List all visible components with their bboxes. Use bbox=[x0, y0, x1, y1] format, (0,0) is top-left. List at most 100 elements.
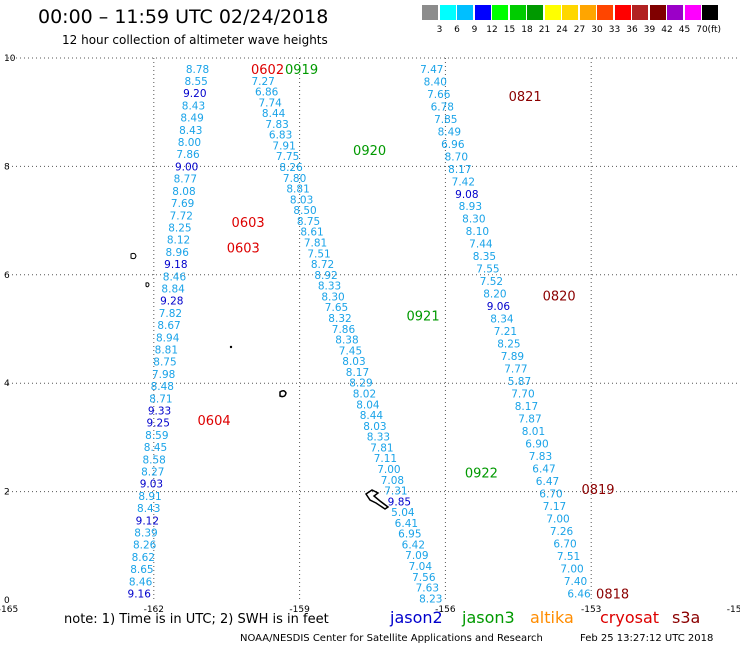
wave-height-value: 8.43 bbox=[137, 503, 160, 515]
wave-height-value: 9.25 bbox=[147, 418, 170, 430]
chart-title: 00:00 – 11:59 UTC 02/24/2018 bbox=[38, 6, 329, 28]
pass-time-label: 0821 bbox=[509, 90, 542, 105]
wave-height-value: 7.51 bbox=[307, 248, 330, 260]
wave-height-value: 8.48 bbox=[151, 381, 174, 393]
wave-height-value: 6.86 bbox=[255, 87, 279, 99]
wave-height-value: 8.32 bbox=[328, 313, 351, 325]
wave-height-value: 6.90 bbox=[525, 439, 548, 451]
wave-height-value: 8.96 bbox=[166, 247, 190, 259]
wave-height-value: 8.91 bbox=[138, 491, 161, 503]
wave-height-value: 7.66 bbox=[427, 89, 451, 101]
generation-timestamp: Feb 25 13:27:12 UTC 2018 bbox=[580, 633, 714, 644]
wave-height-value: 8.49 bbox=[438, 126, 461, 138]
legend-swatch bbox=[474, 5, 491, 20]
wave-height-value: 8.94 bbox=[156, 332, 180, 344]
wave-height-value: 7.87 bbox=[518, 414, 541, 426]
wave-height-values: 8.788.559.208.438.498.438.007.869.008.77… bbox=[128, 64, 592, 606]
pass-time-label: 0602 bbox=[251, 63, 284, 78]
legend-swatch bbox=[597, 5, 613, 20]
wave-height-value: 9.12 bbox=[136, 515, 159, 527]
wave-height-value: 8.33 bbox=[318, 281, 341, 293]
wave-height-value: 7.83 bbox=[529, 451, 552, 463]
wave-height-value: 7.80 bbox=[283, 173, 306, 185]
legend-swatch bbox=[527, 5, 543, 20]
wave-height-value: 7.40 bbox=[564, 576, 587, 588]
wave-height-value: 9.28 bbox=[160, 296, 183, 308]
y-tick-label: 4 bbox=[4, 379, 10, 389]
wave-height-value: 7.45 bbox=[339, 345, 362, 357]
wave-height-value: 7.86 bbox=[332, 324, 356, 336]
legend-label: 70 bbox=[696, 25, 708, 35]
legend-label: 21 bbox=[538, 25, 551, 35]
legend-label: 18 bbox=[521, 25, 533, 35]
y-tick-label: 8 bbox=[4, 162, 10, 172]
wave-height-value: 8.39 bbox=[134, 527, 157, 539]
legend-swatch bbox=[439, 5, 456, 20]
wave-height-value: 8.17 bbox=[448, 164, 471, 176]
wave-height-value: 7.11 bbox=[374, 453, 397, 465]
legend-swatch bbox=[614, 5, 631, 20]
pass-time-label: 0820 bbox=[543, 289, 576, 304]
wave-height-value: 8.33 bbox=[367, 432, 390, 444]
wave-height-value: 8.10 bbox=[466, 226, 489, 238]
legend-swatch bbox=[492, 5, 508, 20]
wave-height-value: 6.78 bbox=[431, 101, 454, 113]
wave-height-value: 8.08 bbox=[172, 186, 195, 198]
wave-height-value: 7.17 bbox=[543, 501, 566, 513]
wave-height-value: 7.47 bbox=[420, 64, 443, 76]
legend-swatch bbox=[562, 5, 578, 20]
wave-height-value: 6.70 bbox=[553, 539, 576, 551]
wave-height-value: 8.81 bbox=[286, 184, 309, 196]
legend-swatch bbox=[509, 5, 526, 20]
wave-height-value: 8.71 bbox=[149, 393, 172, 405]
wave-height-value: 7.51 bbox=[557, 551, 580, 563]
wave-height-value: 8.45 bbox=[144, 442, 167, 454]
wave-height-value: 7.65 bbox=[325, 302, 348, 314]
legend-label: 3 bbox=[436, 25, 443, 35]
legend-label: 12 bbox=[486, 25, 498, 35]
wave-height-value: 7.63 bbox=[416, 583, 439, 595]
wave-height-value: 8.62 bbox=[132, 552, 155, 564]
wave-height-value: 8.44 bbox=[360, 410, 384, 422]
wave-height-value: 8.38 bbox=[335, 335, 358, 347]
wave-height-value: 8.30 bbox=[462, 214, 485, 226]
wave-height-value: 9.33 bbox=[148, 405, 171, 417]
legend-swatch bbox=[579, 5, 596, 20]
wave-height-value: 7.70 bbox=[511, 389, 534, 401]
wave-height-value: 7.08 bbox=[381, 475, 404, 487]
chart-subtitle: 12 hour collection of altimeter wave hei… bbox=[62, 33, 328, 47]
legend-label: 6 bbox=[454, 25, 460, 35]
pass-time-label: 0919 bbox=[285, 63, 318, 78]
legend-label: 36 bbox=[626, 25, 638, 35]
wave-height-value: 8.35 bbox=[473, 251, 496, 263]
legend-label: 15 bbox=[503, 25, 516, 35]
wave-height-value: 7.72 bbox=[170, 210, 193, 222]
wave-height-value: 8.46 bbox=[163, 271, 187, 283]
satellite-legend-jason3: jason3 bbox=[462, 608, 515, 627]
wave-height-value: 7.81 bbox=[304, 238, 327, 250]
wave-height-value: 7.55 bbox=[476, 264, 499, 276]
wave-height-value: 7.91 bbox=[272, 140, 295, 152]
x-tick-label: -159 bbox=[289, 605, 310, 615]
satellite-legend-altika: altika bbox=[530, 608, 574, 627]
x-tick-label: -150 bbox=[727, 605, 740, 615]
legend-swatch bbox=[457, 5, 473, 20]
wave-height-value: 7.52 bbox=[480, 276, 503, 288]
legend-swatch bbox=[544, 5, 561, 20]
wave-height-value: 8.84 bbox=[161, 283, 185, 295]
wave-height-value: 8.46 bbox=[129, 576, 153, 588]
wave-height-value: 7.82 bbox=[159, 308, 182, 320]
footer-note: note: 1) Time is in UTC; 2) SWH is in fe… bbox=[64, 612, 329, 627]
grid-lines bbox=[8, 57, 737, 600]
pass-time-label: 0603 bbox=[227, 242, 260, 257]
wave-height-value: 7.81 bbox=[370, 442, 393, 454]
x-tick-label: -165 bbox=[0, 605, 18, 615]
wave-height-value: 6.83 bbox=[269, 130, 292, 142]
legend-swatch bbox=[632, 5, 648, 20]
legend-swatch bbox=[702, 5, 718, 20]
wave-height-value: 8.58 bbox=[142, 454, 165, 466]
wave-height-value: 7.00 bbox=[546, 514, 569, 526]
legend-label: 42 bbox=[661, 25, 673, 35]
credit-line: NOAA/NESDIS Center for Satellite Applica… bbox=[240, 633, 543, 644]
wave-height-value: 6.47 bbox=[536, 476, 559, 488]
